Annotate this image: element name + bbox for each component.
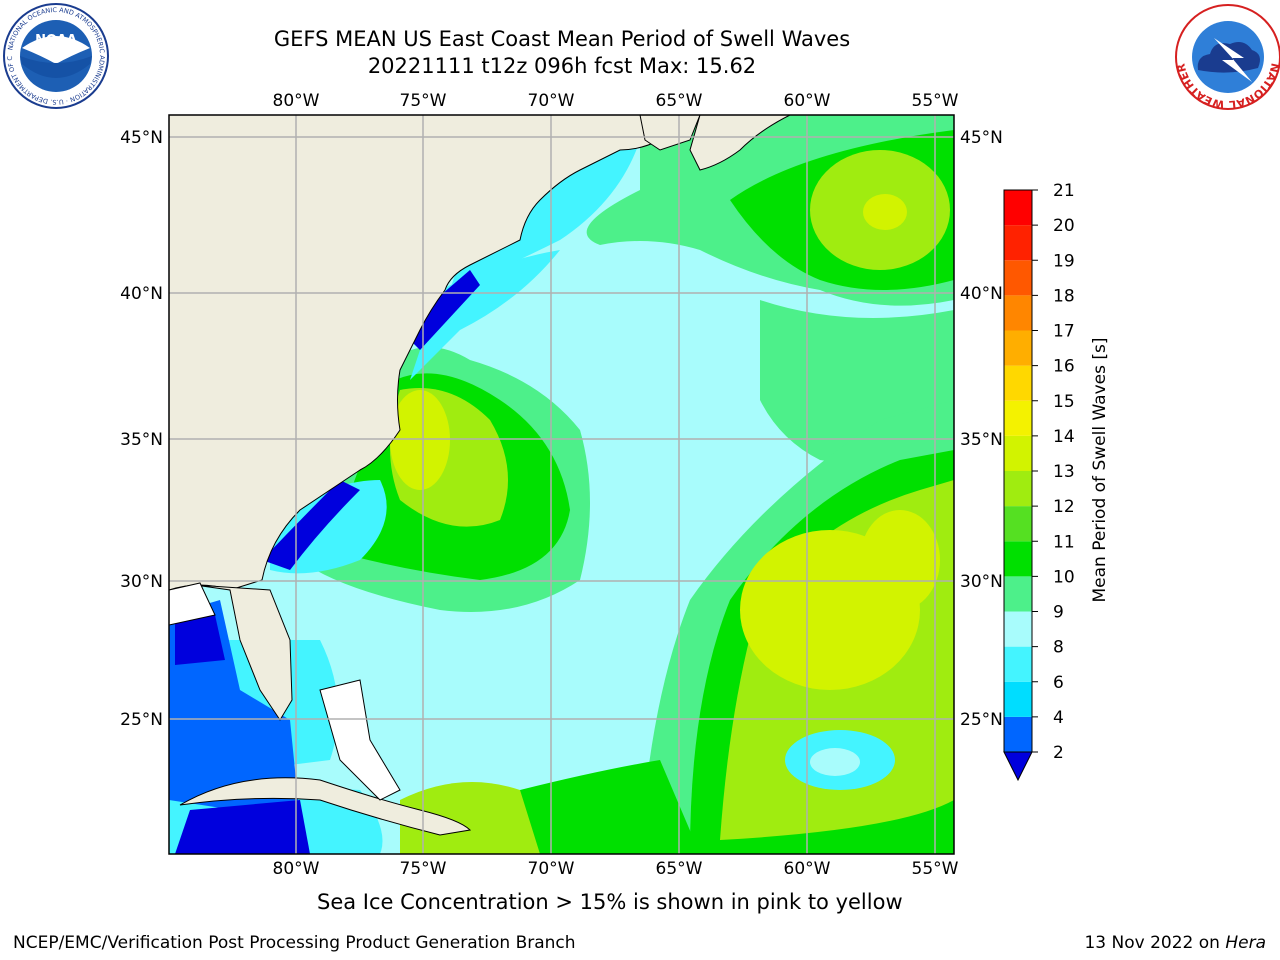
map-subtitle: 20221111 t12z 096h fcst Max: 15.62 <box>367 54 757 78</box>
graticule <box>169 115 954 854</box>
footer-credit: NCEP/EMC/Verification Post Processing Pr… <box>13 933 576 953</box>
lon-label: 65°W <box>656 91 703 111</box>
lat-label: 40°N <box>960 284 1003 304</box>
lat-label: 45°N <box>120 128 163 148</box>
plot-area <box>169 115 954 854</box>
lon-label: 70°W <box>528 859 575 879</box>
colorbar-tick-label: 21 <box>1053 181 1075 201</box>
lon-label: 80°W <box>273 91 320 111</box>
lon-label: 60°W <box>784 91 831 111</box>
map-title: GEFS MEAN US East Coast Mean Period of S… <box>273 27 851 51</box>
colorbar-tick-label: 16 <box>1053 357 1075 377</box>
lat-label: 30°N <box>120 572 163 592</box>
colorbar-tick-label: 2 <box>1053 743 1064 763</box>
footer-date: 13 Nov 2022 on Hera <box>1084 933 1266 953</box>
plot-frame <box>168 114 955 855</box>
colorbar-tick-label: 6 <box>1053 673 1064 693</box>
colorbar-tick-label: 20 <box>1053 216 1075 236</box>
lon-label: 55°W <box>912 91 959 111</box>
colorbar-segment <box>1004 435 1032 471</box>
lon-label: 70°W <box>528 91 575 111</box>
colorbar-segment <box>1004 506 1032 542</box>
colorbar-tick-label: 11 <box>1053 532 1075 552</box>
svg-text:NATIONAL WEATHER SERVICE: NATIONAL WEATHER SERVICE <box>0 0 1280 111</box>
colorbar-segment <box>1004 330 1032 366</box>
colorbar-segment <box>1004 471 1032 507</box>
colorbar-segment <box>1004 295 1032 331</box>
footer-date-text: 13 Nov 2022 on <box>1084 933 1226 953</box>
sea-ice-caption: Sea Ice Concentration > 15% is shown in … <box>317 890 903 914</box>
colorbar-segment <box>1004 400 1032 436</box>
colorbar-tick-label: 14 <box>1053 427 1075 447</box>
colorbar-tick-label: 9 <box>1053 603 1064 623</box>
lon-label: 75°W <box>400 859 447 879</box>
colorbar-tick-label: 12 <box>1053 497 1075 517</box>
footer-host: Hera <box>1225 933 1266 953</box>
lon-label: 80°W <box>273 859 320 879</box>
colorbar-segment <box>1004 576 1032 612</box>
colorbar-segment <box>1004 541 1032 577</box>
colorbar-segment <box>1004 260 1032 296</box>
colorbar-segment <box>1004 716 1032 752</box>
colorbar-segment <box>1004 190 1032 226</box>
colorbar-tick-label: 10 <box>1053 567 1075 587</box>
colorbar-segment <box>1004 611 1032 647</box>
land-areas <box>169 115 791 836</box>
lat-label: 35°N <box>960 430 1003 450</box>
noaa-logo-icon: NATIONAL OCEANIC AND ATMOSPHERIC ADMINIS… <box>0 0 109 109</box>
colorbar-tick-label: 19 <box>1053 251 1075 271</box>
lat-label: 30°N <box>960 572 1003 592</box>
colorbar-tick-label: 4 <box>1053 708 1064 728</box>
colorbar-tick-label: 18 <box>1053 286 1075 306</box>
colorbar-tick-label: 15 <box>1053 392 1075 412</box>
colorbar-tick-label: 13 <box>1053 462 1075 482</box>
colorbar-tick-label: 17 <box>1053 322 1075 342</box>
lat-label: 35°N <box>120 430 163 450</box>
colorbar: 2 4 6 8 9 10 11 12 13 14 15 16 17 18 19 20 21 <box>1003 181 1075 782</box>
svg-text:NOAA: NOAA <box>35 33 77 48</box>
colorbar-tick-label: 8 <box>1053 638 1064 658</box>
longitude-labels-bottom: 80°W 75°W 70°W 65°W 60°W 55°W <box>273 859 959 879</box>
lon-label: 65°W <box>656 859 703 879</box>
colorbar-segment <box>1004 225 1032 261</box>
lon-label: 60°W <box>784 859 831 879</box>
lat-label: 45°N <box>960 128 1003 148</box>
colorbar-segment <box>1004 646 1032 682</box>
lon-label: 55°W <box>912 859 959 879</box>
colorbar-extend-arrow <box>1003 751 1033 782</box>
longitude-labels-top: 80°W 75°W 70°W 65°W 60°W 55°W <box>273 91 959 111</box>
lat-label: 40°N <box>120 284 163 304</box>
nws-logo-icon: NATIONAL WEATHER SERVICE <box>0 0 1280 111</box>
colorbar-segment <box>1004 365 1032 401</box>
colorbar-segment <box>1004 681 1032 717</box>
lon-label: 75°W <box>400 91 447 111</box>
lat-label: 25°N <box>120 710 163 730</box>
latitude-labels-right: 45°N 40°N 35°N 30°N 25°N <box>960 128 1003 730</box>
lat-label: 25°N <box>960 710 1003 730</box>
latitude-labels-left: 45°N 40°N 35°N 30°N 25°N <box>120 128 163 730</box>
colorbar-label: Mean Period of Swell Waves [s] <box>1090 338 1110 603</box>
